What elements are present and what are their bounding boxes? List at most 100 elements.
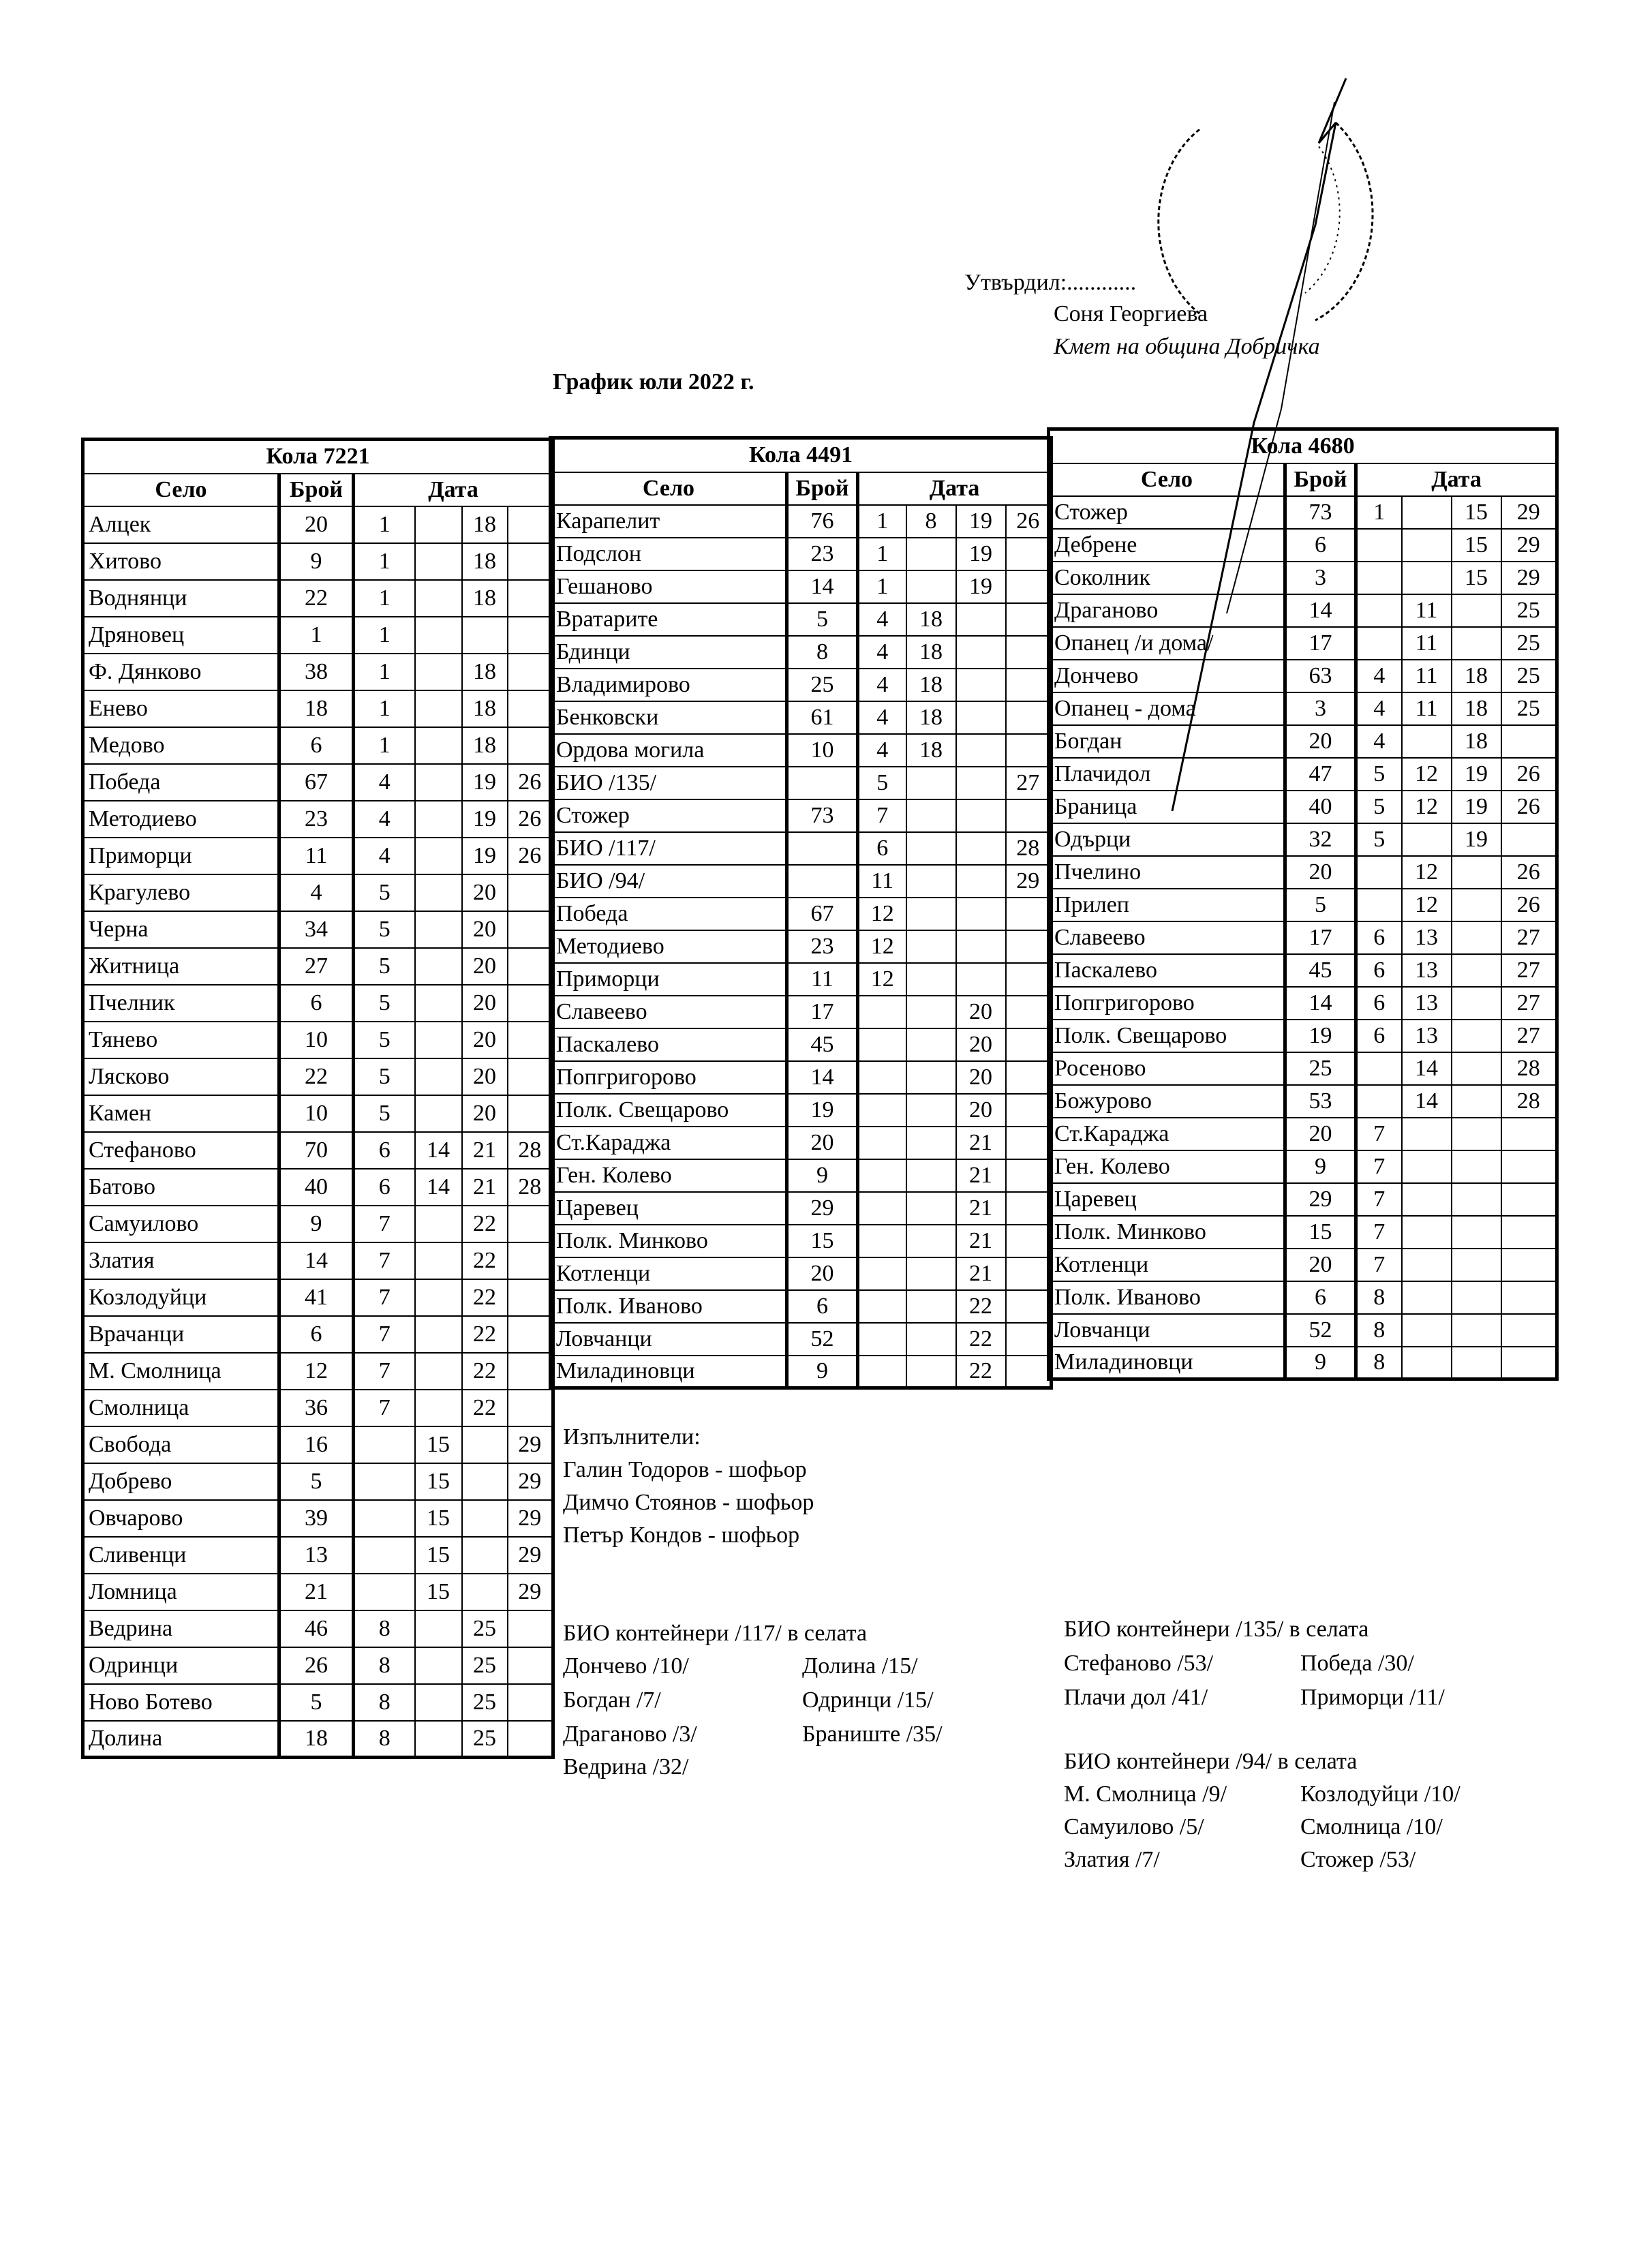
count-cell: 4: [278, 873, 355, 912]
date-cell: [905, 994, 957, 1029]
village-cell: БИО /94/: [549, 863, 789, 898]
village-cell: Ген. Колево: [549, 1158, 789, 1193]
count-cell: 5: [1284, 887, 1358, 922]
table-row: Дряновец 1 1: [82, 615, 554, 654]
village-cell: Славеево: [1047, 920, 1287, 955]
date-cell: 18: [461, 579, 508, 617]
table-row: Врачанци 6 7 22: [82, 1315, 554, 1354]
table-row: Полк. Свещарово 19 20: [549, 1092, 1052, 1127]
date-cell: 27: [1500, 953, 1558, 988]
village-cell: Батово: [82, 1167, 281, 1206]
date-cell: [1500, 1345, 1558, 1380]
date-cell: 27: [1500, 985, 1558, 1020]
date-cell: [1401, 822, 1452, 857]
count-cell: 19: [786, 1092, 859, 1127]
date-cell: 25: [461, 1609, 508, 1648]
count-cell: 5: [786, 602, 859, 637]
table-row: Самуилово 9 7 22: [82, 1204, 554, 1243]
table-row: Енево 18 1 18: [82, 689, 554, 728]
count-cell: 6: [278, 1315, 355, 1354]
date-cell: [1401, 1116, 1452, 1151]
count-cell: 67: [786, 896, 859, 931]
date-cell: [955, 962, 1007, 996]
village-cell: Козлодуйци: [82, 1278, 281, 1317]
count-cell: [786, 765, 859, 800]
village-cell: Крагулево: [82, 873, 281, 912]
count-cell: 17: [1284, 626, 1358, 660]
date-cell: [1355, 626, 1403, 660]
date-cell: [506, 726, 554, 765]
date-cell: 26: [1500, 887, 1558, 922]
count-cell: 52: [1284, 1313, 1358, 1347]
count-cell: 1: [278, 615, 355, 654]
stamp-arc-left: [1157, 128, 1200, 315]
village-cell: Миладиновци: [1047, 1345, 1287, 1380]
date-cell: 6: [1355, 985, 1403, 1020]
village-cell: Полк. Минково: [549, 1223, 789, 1258]
date-cell: 8: [905, 504, 957, 538]
bio-117-heading: БИО контейнери /117/ в селата: [563, 1621, 868, 1646]
date-cell: [414, 1241, 463, 1280]
date-cell: 7: [352, 1204, 416, 1243]
table-row: Бенковски 61 4 18: [549, 700, 1052, 735]
table-row: Житница 27 5 20: [82, 947, 554, 985]
date-cell: 4: [352, 763, 416, 801]
date-cell: [1401, 528, 1452, 562]
count-cell: 12: [278, 1351, 355, 1390]
count-cell: 11: [786, 962, 859, 996]
date-cell: 18: [461, 505, 508, 544]
date-cell: 28: [1500, 1084, 1558, 1118]
count-cell: 14: [1284, 985, 1358, 1020]
date-cell: 5: [1355, 789, 1403, 824]
date-cell: 29: [1500, 495, 1558, 530]
count-cell: 27: [278, 947, 355, 985]
village-cell: БИО /135/: [549, 765, 789, 800]
table-row: Опанец - дома 3 4 11 18 25: [1047, 691, 1558, 726]
date-cell: 22: [461, 1278, 508, 1317]
date-cell: 26: [506, 763, 554, 801]
date-cell: 19: [1450, 756, 1502, 791]
date-cell: 1: [1355, 495, 1403, 530]
count-cell: 22: [278, 1057, 355, 1096]
village-cell: Попгригорово: [549, 1060, 789, 1095]
date-cell: [1450, 985, 1502, 1020]
date-cell: 7: [352, 1351, 416, 1390]
count-cell: 20: [1284, 1116, 1358, 1151]
bio-item: Козлодуйци /10/: [1300, 1782, 1460, 1807]
date-cell: 29: [506, 1499, 554, 1538]
date-cell: [506, 1719, 554, 1758]
count-cell: 10: [278, 1094, 355, 1133]
count-cell: 14: [786, 1060, 859, 1095]
date-cell: [1005, 1256, 1052, 1291]
date-cell: [1355, 855, 1403, 889]
column-header-row: Село Брой Дата: [549, 471, 1052, 506]
date-cell: [1450, 920, 1502, 955]
date-cell: [414, 542, 463, 581]
date-cell: 18: [905, 667, 957, 702]
table-row: Воднянци 22 1 18: [82, 579, 554, 617]
table-row: Овчарово 39 15 29: [82, 1499, 554, 1538]
count-cell: 5: [278, 1683, 355, 1722]
table-row: Победа 67 12: [549, 896, 1052, 931]
count-cell: 39: [278, 1499, 355, 1538]
date-cell: [1450, 593, 1502, 628]
date-cell: [1005, 1289, 1052, 1324]
date-cell: [905, 1060, 957, 1095]
date-cell: 15: [414, 1535, 463, 1574]
count-cell: 63: [1284, 658, 1358, 693]
table-row: Соколник 3 15 29: [1047, 560, 1558, 595]
table-row: БИО /117/6 28: [549, 831, 1052, 866]
date-cell: 7: [1355, 1247, 1403, 1282]
village-cell: Врачанци: [82, 1315, 281, 1354]
date-cell: [1005, 602, 1052, 637]
date-cell: 15: [1450, 495, 1502, 530]
date-cell: [414, 726, 463, 765]
table-row: Полк. Иваново 6 22: [549, 1289, 1052, 1324]
village-cell: Овчарово: [82, 1499, 281, 1538]
date-cell: 29: [1500, 528, 1558, 562]
date-cell: [955, 896, 1007, 931]
date-cell: 7: [1355, 1214, 1403, 1249]
date-cell: 28: [1500, 1051, 1558, 1086]
table-row: Богдан 20 4 18: [1047, 724, 1558, 759]
date-cell: [414, 763, 463, 801]
